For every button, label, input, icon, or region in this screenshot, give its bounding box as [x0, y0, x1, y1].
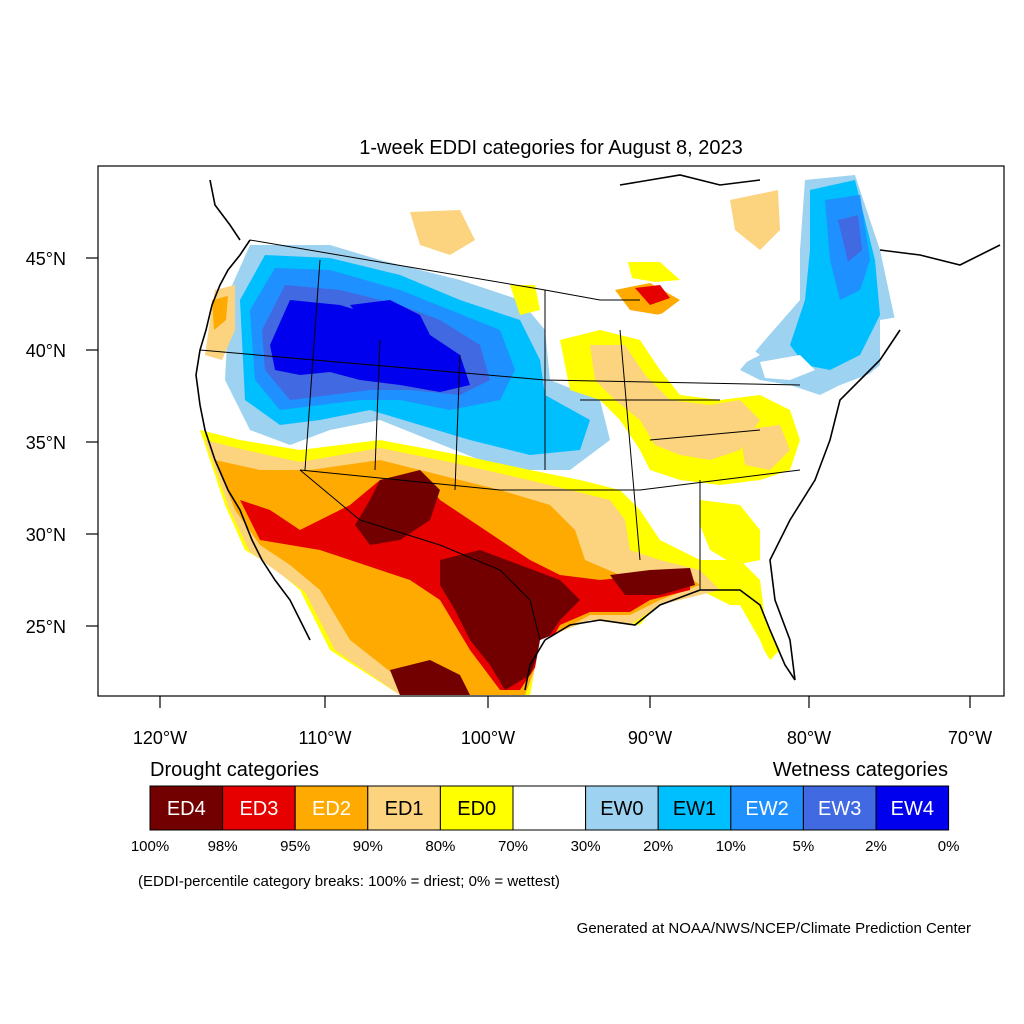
dry-ed4-louisiana [610, 568, 695, 595]
legend-percentile-breaks: 100% 98% 95% 90% 80% 70% 30% 20% 10% 5% 2% 0% [131, 838, 960, 855]
legend-box-label: EW3 [818, 798, 861, 820]
legend-break-label: 95% [280, 838, 310, 855]
gulf-of-mexico [530, 605, 1004, 696]
legend-color-bar: ED4 ED3 ED2 ED1 ED0 EW0 EW1 EW2 EW3 EW4 [149, 785, 950, 831]
legend-break-label: 2% [865, 838, 887, 855]
dry-ed2-pacific [212, 296, 228, 330]
dry-ed1-ontario [730, 190, 780, 250]
legend-box-label: ED1 [385, 798, 424, 820]
dry-ed4-mexico [390, 660, 470, 695]
wet-ew4-pocket [350, 300, 430, 340]
lat-tick-label: 35°N [26, 433, 66, 453]
legend-box-label: ED0 [457, 798, 496, 820]
legend-box [875, 785, 950, 831]
lat-tick-label: 45°N [26, 249, 66, 269]
legend-drought-title: Drought categories [150, 759, 319, 781]
dry-ed0-ontario [628, 262, 680, 282]
lon-tick-label: 80°W [787, 728, 831, 748]
dry-ed1-carolinas [740, 425, 790, 470]
lon-tick-label: 100°W [461, 728, 515, 748]
legend-box [657, 785, 732, 831]
legend-break-label: 5% [793, 838, 815, 855]
dry-ed0-southeast [700, 500, 760, 565]
latitude-axis: 45°N 40°N 35°N 30°N 25°N [26, 249, 98, 637]
legend-break-label: 30% [571, 838, 601, 855]
coastlines [195, 174, 1001, 691]
political-borders [199, 239, 801, 641]
legend-break-label: 20% [643, 838, 673, 855]
legend-wetness-title: Wetness categories [773, 759, 948, 781]
lat-tick-label: 40°N [26, 341, 66, 361]
lon-tick-label: 70°W [948, 728, 992, 748]
legend-box [730, 785, 804, 831]
lon-tick-label: 90°W [628, 728, 672, 748]
legend-box-label: EW2 [745, 798, 788, 820]
legend-break-label: 100% [131, 838, 169, 855]
lon-tick-label: 120°W [133, 728, 187, 748]
lat-tick-label: 30°N [26, 525, 66, 545]
map-panel [190, 174, 1004, 696]
legend-break-label: 98% [208, 838, 238, 855]
legend-break-label: 90% [353, 838, 383, 855]
legend-box-label: EW4 [891, 798, 934, 820]
dry-ed3-michigan [635, 285, 670, 305]
lon-tick-label: 110°W [299, 728, 352, 748]
credit-text: Generated at NOAA/NWS/NCEP/Climate Predi… [577, 920, 971, 937]
legend-box [149, 785, 224, 831]
wet-ew3-northeast [838, 215, 862, 262]
legend-box [802, 785, 877, 831]
legend-box-label: EW1 [673, 798, 716, 820]
dry-ed4-newmexico [355, 470, 440, 545]
dry-ed4-texas [440, 550, 580, 690]
dry-ed0-northplains [510, 285, 540, 315]
legend-box-label: ED2 [312, 798, 351, 820]
dry-ed1-northplains [410, 210, 475, 255]
great-lakes [640, 310, 815, 380]
longitude-axis: 120°W 110°W 100°W 90°W 80°W 70°W [133, 696, 992, 748]
legend-break-label: 0% [938, 838, 960, 855]
legend-box [294, 785, 369, 831]
dry-ed1-midwest [590, 345, 760, 460]
legend-break-label: 70% [498, 838, 528, 855]
legend-box [439, 785, 514, 831]
legend-box-label: ED3 [239, 798, 278, 820]
legend-box [367, 785, 441, 831]
legend-box-label: EW0 [600, 798, 643, 820]
legend-note: (EDDI-percentile category breaks: 100% =… [138, 873, 560, 890]
atlantic-ocean [760, 300, 1004, 696]
map-title: 1-week EDDI categories for August 8, 202… [359, 137, 743, 159]
map-frame [97, 165, 1005, 697]
legend-break-label: 80% [425, 838, 455, 855]
legend-box-label: ED4 [167, 798, 206, 820]
legend-break-label: 10% [716, 838, 746, 855]
legend-box [512, 785, 587, 831]
lat-tick-label: 25°N [26, 617, 66, 637]
legend-box [222, 785, 296, 831]
